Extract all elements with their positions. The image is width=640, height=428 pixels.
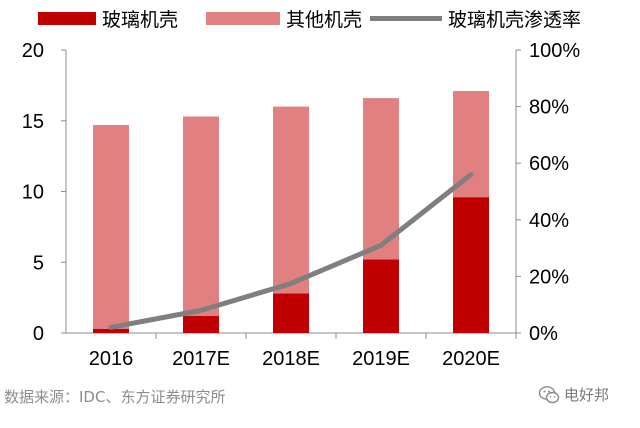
x-tick-label: 2018E	[262, 348, 320, 370]
line-series	[108, 172, 474, 330]
x-tick-label: 2020E	[442, 348, 500, 370]
left-tick-label: 10	[22, 182, 44, 204]
bar-glass	[363, 259, 399, 333]
bar-other	[93, 124, 129, 329]
axes: 0 5 10 15 20 0% 20% 40% 60% 80% 100% 2016 2017E 2018E…	[22, 40, 581, 370]
right-tick-label: 20%	[529, 266, 569, 288]
x-tick-label: 2019E	[352, 348, 410, 370]
bar-other	[183, 116, 219, 317]
x-tick-label: 2016	[89, 348, 134, 370]
bar-glass	[273, 293, 309, 333]
legend: 玻璃机壳 其他机壳 玻璃机壳渗透率	[38, 9, 581, 31]
x-tick-label: 2017E	[172, 348, 230, 370]
left-tick-label: 5	[33, 252, 44, 274]
left-tick-label: 15	[22, 111, 44, 133]
legend-swatch	[38, 12, 96, 25]
bars	[93, 91, 489, 333]
bar-other	[453, 91, 489, 198]
legend-label: 玻璃机壳	[102, 9, 178, 31]
bar-glass	[183, 316, 219, 333]
legend-swatch	[206, 12, 280, 25]
stacked-bar-line-chart: 玻璃机壳 其他机壳 玻璃机壳渗透率 0 5 10 15 20 0% 20% 40% 60% 80% 10…	[22, 9, 581, 370]
watermark-text: 电好邦	[564, 386, 610, 404]
wechat-icon	[538, 385, 560, 403]
bar-glass	[93, 328, 129, 333]
source-note: 数据来源：IDC、东方证券研究所	[4, 388, 226, 406]
watermark: 电好邦	[538, 384, 609, 405]
right-tick-label: 40%	[529, 210, 569, 232]
left-tick-label: 20	[22, 40, 44, 62]
bar-other	[363, 98, 399, 260]
legend-label: 其他机壳	[286, 9, 362, 31]
legend-label: 玻璃机壳渗透率	[448, 9, 581, 31]
bar-glass	[453, 197, 489, 333]
right-tick-label: 0%	[529, 323, 558, 345]
left-tick-label: 0	[33, 323, 44, 345]
bar-other	[273, 106, 309, 294]
right-tick-label: 100%	[529, 40, 580, 62]
right-tick-label: 80%	[529, 97, 569, 119]
right-tick-label: 60%	[529, 153, 569, 175]
